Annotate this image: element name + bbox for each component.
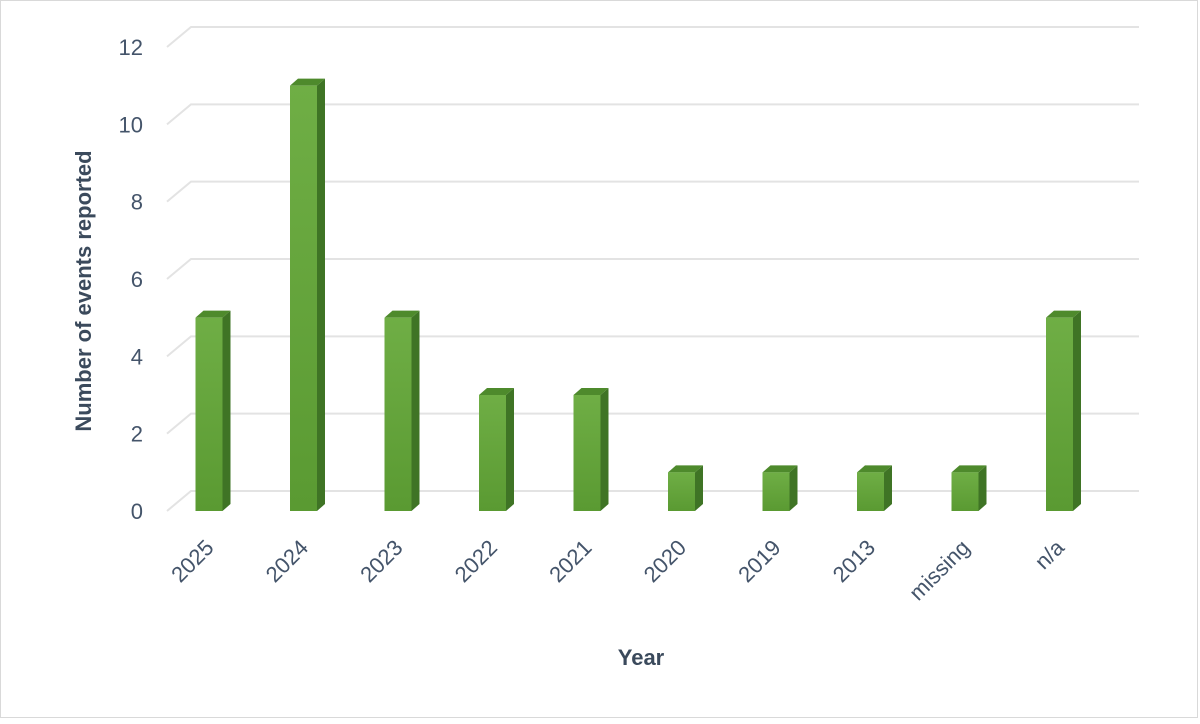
bar-side bbox=[789, 465, 798, 511]
bar-front bbox=[668, 472, 695, 511]
gridline bbox=[166, 103, 1139, 126]
y-axis-ticks: 0 2 4 6 8 10 12 bbox=[119, 35, 143, 524]
bar-front bbox=[195, 317, 223, 511]
bars bbox=[195, 78, 1081, 512]
bar-front bbox=[951, 472, 979, 511]
gridline bbox=[166, 258, 1139, 280]
bar bbox=[668, 465, 703, 511]
x-tick-label: 2013 bbox=[828, 535, 880, 587]
bar-front bbox=[762, 472, 790, 511]
gridline bbox=[166, 412, 1139, 435]
bar-side bbox=[600, 388, 609, 511]
bar bbox=[951, 465, 987, 511]
gridline bbox=[166, 26, 1139, 48]
bar bbox=[290, 78, 325, 512]
y-tick-label: 2 bbox=[131, 422, 143, 447]
bar-front bbox=[290, 85, 317, 512]
bar-top bbox=[290, 78, 325, 86]
bar-side bbox=[1073, 310, 1081, 511]
bar-top bbox=[951, 465, 987, 473]
bar-side bbox=[222, 310, 231, 511]
bar bbox=[857, 465, 892, 511]
bar-top bbox=[384, 310, 420, 318]
bar-front bbox=[1046, 317, 1073, 511]
bar bbox=[195, 310, 231, 511]
bar bbox=[1046, 310, 1081, 511]
bar bbox=[479, 388, 514, 511]
y-tick-label: 8 bbox=[131, 190, 143, 215]
bar-side bbox=[695, 465, 703, 511]
bar-front bbox=[573, 395, 601, 511]
x-tick-label: 2021 bbox=[544, 535, 596, 587]
bar-side bbox=[506, 388, 514, 511]
bar-front bbox=[857, 472, 884, 511]
bar-top bbox=[857, 465, 892, 473]
y-tick-label: 6 bbox=[131, 267, 143, 292]
bar bbox=[573, 388, 609, 511]
bar-side bbox=[411, 310, 420, 511]
bar-top bbox=[195, 310, 231, 318]
x-axis-title: Year bbox=[618, 645, 665, 670]
bar-top bbox=[573, 388, 609, 395]
bar-top bbox=[668, 465, 703, 473]
bar-front bbox=[479, 395, 506, 511]
gridline bbox=[166, 335, 1139, 358]
x-tick-label: 2024 bbox=[261, 535, 313, 587]
gridlines bbox=[166, 26, 1139, 512]
gridline bbox=[166, 180, 1139, 203]
x-tick-label: 2020 bbox=[639, 535, 691, 587]
x-tick-label: missing bbox=[904, 535, 974, 605]
x-tick-label: 2025 bbox=[166, 535, 218, 587]
x-axis-ticks: 2025 2024 2023 2022 2021 2020 2019 2013 missing n… bbox=[166, 534, 1069, 605]
x-tick-label: 2023 bbox=[355, 535, 407, 587]
bar-side bbox=[884, 465, 892, 511]
bar-front bbox=[384, 317, 412, 511]
bar-top bbox=[762, 465, 798, 473]
bar-side bbox=[317, 78, 325, 512]
bar bbox=[384, 310, 420, 511]
bar-side bbox=[978, 465, 987, 511]
gridline bbox=[166, 490, 1139, 512]
x-tick-label: n/a bbox=[1030, 534, 1070, 574]
y-tick-label: 12 bbox=[119, 35, 143, 60]
bar-top bbox=[479, 388, 514, 395]
x-tick-label: 2019 bbox=[733, 535, 785, 587]
x-tick-label: 2022 bbox=[450, 535, 502, 587]
bar bbox=[762, 465, 798, 511]
y-tick-label: 10 bbox=[119, 112, 143, 137]
y-tick-label: 0 bbox=[131, 499, 143, 524]
y-axis-title: Number of events reported bbox=[71, 150, 96, 431]
y-tick-label: 4 bbox=[131, 344, 143, 369]
bar-top bbox=[1046, 310, 1081, 318]
